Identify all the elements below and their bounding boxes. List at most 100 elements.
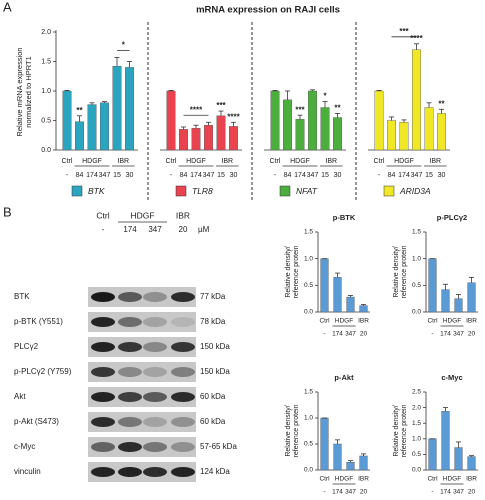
size-label: 77 kDa [200, 292, 226, 301]
blot-band [171, 442, 195, 452]
blot-band [91, 442, 115, 452]
y-axis-label: reference protein [293, 245, 300, 298]
x-tick-label: 15 [217, 172, 225, 179]
y-tick-label: 0.5 [412, 282, 421, 289]
blot-band [118, 292, 142, 302]
x-tick-label: 84 [180, 172, 188, 179]
x-tick-label: - [323, 331, 325, 338]
group-label: Ctrl [270, 158, 281, 165]
blot-band [91, 367, 115, 377]
blot-strip [88, 362, 196, 382]
legend-label: TLR8 [192, 186, 213, 196]
x-tick-label: 347 [453, 489, 464, 496]
y-tick-label: 2.0 [412, 404, 421, 411]
blot-band [171, 342, 195, 352]
legend-label: BTK [88, 186, 105, 196]
significance: ** [438, 99, 445, 108]
bar [62, 90, 72, 151]
group-label: IBR [358, 476, 369, 483]
y-tick-label: 0.0 [412, 467, 421, 474]
y-axis-label: normalized to HPRT1 [24, 56, 33, 128]
legend-swatch [71, 185, 83, 197]
bar [270, 90, 280, 151]
y-tick-label: 2.5 [412, 389, 421, 396]
x-tick-label: - [274, 172, 277, 179]
panel-label: A [3, 0, 12, 14]
bar [75, 121, 84, 151]
significance: * [323, 92, 327, 101]
significance: ** [334, 104, 341, 113]
unit-label: µM [198, 225, 210, 234]
x-tick-label: 347 [99, 172, 111, 179]
blot-band [143, 442, 167, 452]
significance: *** [399, 27, 409, 36]
x-tick-label: 20 [468, 489, 476, 496]
x-tick-label: 20 [468, 331, 476, 338]
treatment-label: Ctrl [96, 210, 109, 220]
y-axis-label: reference protein [293, 404, 300, 457]
y-axis-label: Relative density/ [285, 405, 292, 456]
bar [441, 289, 450, 313]
bar [320, 417, 329, 471]
dose-label: 174 [123, 225, 137, 234]
protein-label: p-PLCγ2 (Y759) [14, 367, 72, 376]
y-axis-label: Relative mRNA expression [15, 47, 24, 136]
protein-label: c-Myc [14, 442, 35, 451]
bar [333, 117, 342, 151]
bar [229, 126, 238, 151]
x-tick-label: - [378, 172, 381, 179]
bar [295, 119, 305, 151]
group-label: Ctrl [427, 476, 438, 483]
blot-band [91, 392, 115, 402]
y-tick-label: 1.0 [304, 255, 313, 262]
blot-band [143, 317, 167, 327]
bar [424, 107, 434, 151]
group-label: Ctrl [62, 158, 73, 165]
treatment-label: IBR [176, 210, 190, 220]
legend-label: NFAT [296, 186, 318, 196]
group-label: Ctrl [319, 476, 330, 483]
x-tick-label: 30 [126, 172, 134, 179]
legend-swatch [383, 185, 395, 197]
group-label: HDGF [335, 476, 353, 483]
bar [467, 456, 476, 471]
blot-band [118, 417, 142, 427]
x-tick-label: 15 [425, 172, 433, 179]
blot-band [118, 367, 142, 377]
bar [112, 66, 122, 151]
y-tick-label: 0.5 [412, 451, 421, 458]
bar [346, 296, 355, 313]
blot-band [91, 467, 115, 477]
x-tick-label: 30 [230, 172, 238, 179]
group-label: IBR [117, 158, 129, 165]
bar [346, 462, 355, 471]
bar [399, 122, 409, 151]
group-label: Ctrl [374, 158, 385, 165]
group-label: Ctrl [427, 318, 438, 325]
x-tick-label: 347 [203, 172, 215, 179]
bar [412, 49, 421, 151]
x-tick-label: 174 [332, 331, 343, 338]
significance: *** [295, 105, 305, 114]
bar [100, 102, 109, 151]
y-tick-label: 0.0 [41, 147, 51, 154]
group-label: Ctrl [166, 158, 177, 165]
bar [387, 120, 396, 151]
size-label: 57-65 kDa [200, 442, 237, 451]
bar [374, 90, 384, 151]
y-tick-label: 1.5 [304, 389, 313, 396]
x-tick-label: - [431, 331, 433, 338]
chart-title: p-Akt [334, 373, 354, 382]
group-label: IBR [429, 158, 441, 165]
x-tick-label: 20 [360, 331, 368, 338]
x-tick-label: 347 [411, 172, 423, 179]
blot-band [143, 392, 167, 402]
x-tick-label: 347 [345, 331, 356, 338]
legend-swatch [175, 185, 187, 197]
x-tick-label: 84 [284, 172, 292, 179]
blot-band [91, 342, 115, 352]
x-tick-label: - [323, 489, 325, 496]
y-tick-label: 1.0 [412, 255, 421, 262]
bar [359, 305, 368, 313]
